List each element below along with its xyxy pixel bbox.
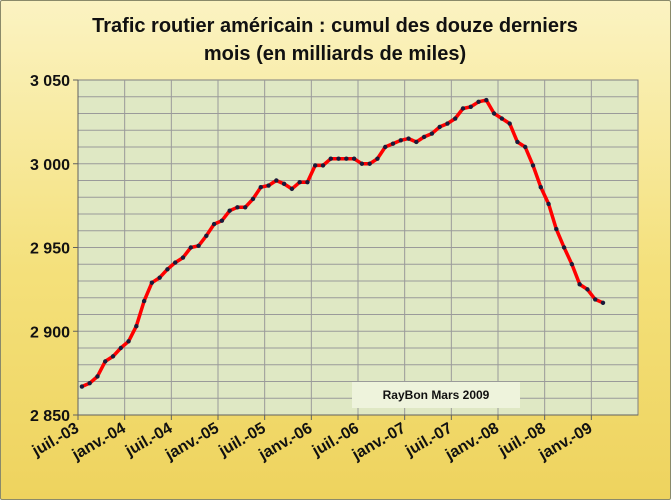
data-point	[126, 339, 131, 344]
data-point	[328, 156, 333, 161]
data-point	[554, 226, 559, 232]
data-point	[180, 255, 186, 260]
chart-title-line1: Trafic routier américain : cumul des dou…	[92, 15, 578, 37]
data-point	[437, 124, 442, 130]
data-point	[165, 267, 170, 272]
data-point	[600, 300, 606, 305]
data-point	[281, 181, 287, 187]
data-point	[258, 185, 263, 190]
data-point	[211, 221, 217, 227]
data-point	[523, 144, 528, 150]
x-tick-label: janv.-06	[255, 420, 315, 464]
data-point	[351, 156, 357, 161]
y-tick-label: 2 850	[30, 408, 70, 425]
data-point	[297, 179, 302, 185]
data-point	[383, 144, 388, 150]
data-point	[453, 116, 458, 121]
data-point	[359, 161, 365, 166]
data-point	[204, 233, 209, 238]
data-point	[157, 275, 162, 280]
data-point	[344, 156, 349, 161]
y-tick-label: 2 900	[30, 324, 70, 341]
data-point	[243, 205, 248, 210]
data-point	[515, 139, 520, 145]
data-point	[593, 297, 598, 302]
x-tick-label: janv.-07	[349, 420, 409, 464]
data-point	[569, 262, 575, 267]
data-point	[274, 178, 279, 183]
data-point	[250, 196, 256, 202]
data-point	[429, 131, 435, 136]
data-point	[305, 179, 310, 185]
data-point	[460, 106, 466, 111]
data-point	[336, 156, 341, 161]
data-point	[173, 260, 178, 265]
data-point	[149, 280, 155, 285]
x-tick-label: janv.-09	[535, 420, 595, 464]
x-tick-label: janv.-08	[442, 420, 502, 464]
data-point	[561, 245, 567, 250]
data-point	[313, 163, 318, 168]
data-point	[476, 99, 481, 104]
data-point	[507, 121, 512, 126]
data-point	[484, 97, 489, 103]
data-point	[445, 121, 450, 126]
data-point	[266, 183, 271, 188]
credit-annotation: RayBon Mars 2009	[352, 382, 520, 408]
data-point	[546, 201, 551, 207]
chart-title: Trafic routier américain : cumul des dou…	[40, 12, 630, 68]
data-point	[499, 116, 505, 121]
data-point	[530, 163, 536, 168]
data-point	[375, 156, 380, 161]
data-point	[235, 205, 240, 210]
x-tick-label: janv.-05	[162, 420, 222, 464]
data-point	[289, 186, 295, 192]
data-point	[538, 185, 543, 190]
data-point	[414, 139, 419, 145]
data-point	[577, 282, 582, 287]
data-point	[390, 141, 396, 146]
y-tick-label: 3 000	[30, 157, 70, 174]
data-point	[79, 384, 85, 389]
data-point	[110, 354, 116, 359]
data-point	[320, 163, 326, 168]
data-point	[95, 374, 100, 379]
data-point	[227, 208, 232, 213]
data-point	[585, 287, 590, 292]
y-tick-label: 2 950	[30, 241, 70, 258]
y-tick-label: 3 050	[30, 73, 70, 90]
chart-title-line2: mois (en milliards de miles)	[203, 43, 467, 65]
data-point	[468, 104, 473, 110]
data-point	[398, 138, 403, 143]
data-point	[188, 245, 193, 250]
data-point	[103, 359, 108, 364]
data-point	[367, 161, 372, 166]
data-point	[87, 380, 92, 386]
data-point	[421, 134, 427, 140]
data-point	[491, 111, 497, 116]
data-point	[134, 324, 139, 329]
data-point	[118, 345, 123, 351]
data-point	[406, 136, 411, 141]
data-point	[141, 298, 147, 304]
data-point	[219, 218, 225, 223]
data-point	[196, 243, 201, 249]
x-tick-label: janv.-04	[69, 420, 129, 464]
